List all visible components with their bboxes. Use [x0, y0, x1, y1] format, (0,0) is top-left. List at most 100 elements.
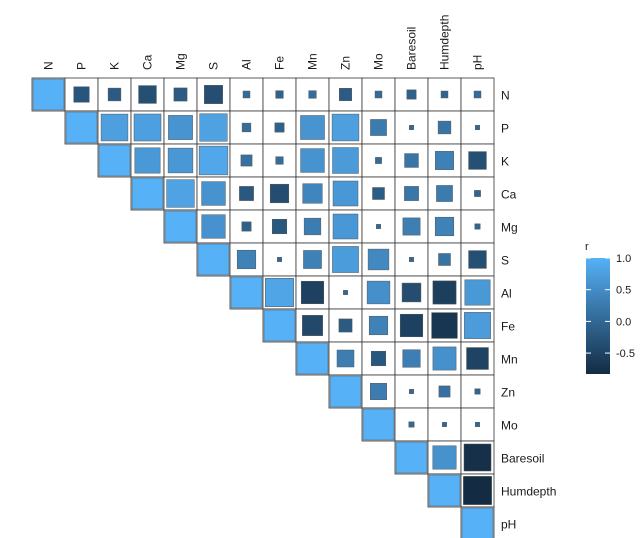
cell-Mg-Al [241, 221, 252, 232]
cell-Humdepth-pH [463, 476, 492, 505]
cell-P-Mg [168, 115, 193, 140]
cell-Zn-Zn [329, 375, 362, 408]
cell-Mn-Humdepth [432, 346, 457, 371]
cell-Ca-S [201, 181, 226, 206]
cell-N-S [204, 85, 223, 104]
cell-Mg-Mn [303, 217, 322, 236]
cell-P-Zn [331, 113, 360, 142]
cell-Ca-Al [239, 186, 254, 201]
cell-P-Baresoil [409, 125, 414, 130]
row-label-Al: Al [501, 287, 512, 301]
heatmap-cells [31, 77, 495, 538]
cell-P-K [100, 113, 129, 142]
cell-S-Fe [277, 257, 282, 262]
column-label-S: S [207, 62, 221, 70]
cell-K-pH [468, 151, 487, 170]
column-label-Humdepth: Humdepth [438, 15, 452, 70]
cell-Ca-Mg [166, 179, 195, 208]
cell-Baresoil-pH [463, 443, 492, 472]
cell-Mg-Zn [332, 213, 359, 240]
cell-N-pH [473, 90, 482, 99]
cell-N-Fe [275, 90, 284, 99]
cell-P-Mo [370, 119, 387, 136]
row-label-pH: pH [501, 518, 516, 532]
row-label-P: P [501, 122, 509, 136]
row-label-Mn: Mn [501, 353, 518, 367]
cell-N-Ca [138, 85, 157, 104]
cell-Zn-Baresoil [409, 389, 414, 394]
cell-frame-K-pH [460, 143, 495, 178]
column-labels: N P K Ca Mg S Al Fe Mn Zn Mo Baresoil Humdepth pH [42, 15, 485, 70]
cell-Fe-Baresoil [399, 313, 424, 338]
cell-pH-pH [461, 507, 494, 538]
cell-K-Baresoil [404, 153, 419, 168]
row-label-S: S [501, 254, 509, 268]
cell-Zn-Mo [370, 383, 387, 400]
cell-K-Zn [332, 147, 359, 174]
cell-Ca-Ca [131, 177, 164, 210]
cell-P-Fe [274, 122, 285, 133]
cell-frame-N-Fe [262, 77, 297, 112]
cell-Zn-pH [474, 388, 481, 395]
cell-Mn-Zn [336, 349, 355, 368]
row-labels: N P K Ca Mg S Al Fe Mn Zn Mo Baresoil Humdepth pH [501, 89, 556, 532]
cell-Mg-Fe [271, 218, 288, 235]
cell-Mo-pH [475, 422, 480, 427]
cell-Mo-Humdepth [442, 422, 447, 427]
cell-Fe-Mo [368, 315, 389, 336]
cell-K-Al [240, 154, 253, 167]
column-label-Al: Al [240, 59, 254, 70]
cell-K-Fe [275, 156, 284, 165]
cell-Al-Zn [343, 290, 348, 295]
cell-K-S [198, 145, 229, 176]
legend-tick-label: 1.0 [616, 253, 631, 265]
cell-Ca-pH [474, 190, 481, 197]
cell-Zn-Humdepth [438, 385, 451, 398]
cell-N-Mo [374, 90, 383, 99]
legend-ticks: 1.0 0.5 0.0 -0.5 [586, 253, 635, 360]
column-label-Mg: Mg [174, 53, 188, 70]
cell-Baresoil-Humdepth [432, 445, 457, 470]
cell-Ca-Fe [269, 183, 290, 204]
column-label-Fe: Fe [273, 56, 287, 70]
cell-Al-Al [230, 276, 263, 309]
legend-tick-label: 0.5 [616, 285, 631, 297]
cell-Mg-Mo [376, 224, 381, 229]
cell-K-Mg [167, 147, 194, 174]
cell-P-Al [241, 122, 252, 133]
cell-Mo-Mo [362, 408, 395, 441]
row-label-Zn: Zn [501, 386, 515, 400]
cell-N-P [73, 86, 90, 103]
cell-Al-Fe [265, 278, 294, 307]
cell-S-pH [468, 250, 487, 269]
legend-tick-label: -0.5 [616, 348, 635, 360]
row-label-Humdepth: Humdepth [501, 485, 556, 499]
cell-S-Humdepth [438, 253, 451, 266]
cell-K-Humdepth [435, 151, 454, 170]
row-label-N: N [501, 89, 510, 103]
cell-Humdepth-Humdepth [428, 474, 461, 507]
cell-K-Ca [134, 147, 161, 174]
row-label-Mg: Mg [501, 221, 518, 235]
column-label-Baresoil: Baresoil [405, 27, 419, 70]
cell-Al-Mn [300, 280, 325, 305]
row-label-Ca: Ca [501, 188, 517, 202]
column-label-Zn: Zn [339, 56, 353, 70]
cell-K-Mo [375, 157, 382, 164]
cell-Mn-Mo [370, 350, 387, 367]
cell-Al-pH [464, 279, 491, 306]
cell-N-Al [242, 90, 251, 99]
column-label-N: N [42, 61, 56, 70]
cell-Ca-Mo [372, 187, 385, 200]
cell-Mn-pH [466, 347, 489, 370]
legend-colorbar [586, 258, 610, 374]
legend-title: r [585, 241, 589, 253]
cell-Mg-pH [474, 223, 481, 230]
cell-Mg-Humdepth [434, 216, 455, 237]
column-label-Mn: Mn [306, 53, 320, 70]
cell-N-K [107, 87, 122, 102]
cell-Ca-Humdepth [436, 185, 453, 202]
cell-N-Mn [308, 90, 317, 99]
cell-S-Al [236, 249, 257, 270]
